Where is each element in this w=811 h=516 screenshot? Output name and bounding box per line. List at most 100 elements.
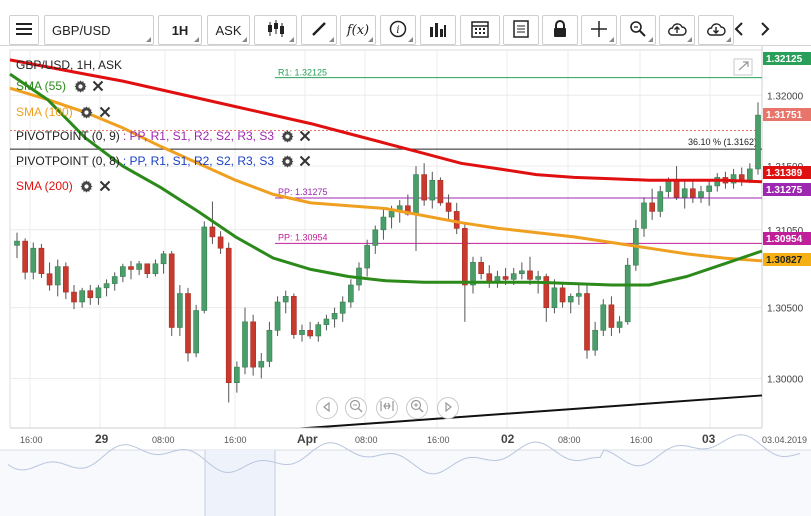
candle-up — [665, 179, 672, 192]
symbol-selector[interactable]: GBP/USD — [44, 15, 154, 45]
gear-icon[interactable] — [80, 105, 94, 119]
candle-down — [87, 290, 94, 299]
lock-button[interactable] — [542, 15, 578, 45]
candle-down — [144, 263, 151, 274]
close-icon[interactable] — [91, 79, 105, 93]
symbol-label: GBP/USD — [52, 22, 111, 38]
gear-icon[interactable] — [73, 79, 87, 93]
candle-up — [14, 240, 20, 246]
gear-icon[interactable] — [80, 179, 94, 193]
crosshair-button[interactable] — [581, 15, 617, 45]
gear-icon[interactable] — [280, 129, 294, 143]
indicators-button[interactable]: f(x) — [340, 15, 376, 45]
indicator-sma-100[interactable]: SMA (100) — [16, 105, 112, 119]
candle-down — [217, 236, 224, 249]
candle-up — [364, 245, 370, 269]
candle-up — [624, 264, 631, 323]
candle-down — [168, 253, 175, 328]
candle-down — [38, 247, 45, 274]
save-cloud-button[interactable] — [659, 15, 695, 45]
indicator-name: SMA (100) — [16, 105, 73, 119]
price-tick-label: 1.31050 — [767, 226, 804, 237]
indicator-params: : PP, R1, S1, R2, S2, R3, S3 — [122, 129, 275, 143]
timeframe-selector[interactable]: 1H — [158, 15, 202, 45]
close-icon[interactable] — [98, 179, 112, 193]
menu-button[interactable] — [9, 15, 39, 45]
navigator-panel — [0, 450, 811, 516]
indicator-sma-200[interactable]: SMA (200) — [16, 179, 112, 193]
candle-down — [453, 211, 460, 229]
gear-icon[interactable] — [280, 154, 294, 168]
price-side-selector[interactable]: ASK — [207, 15, 250, 45]
scroll-forward-button[interactable] — [437, 397, 459, 419]
scroll-back-button[interactable] — [316, 397, 338, 419]
candle-up — [641, 202, 647, 229]
candle-down — [209, 226, 216, 238]
report-button[interactable] — [503, 15, 539, 45]
candle-down — [307, 330, 313, 337]
zoom-button[interactable] — [620, 15, 656, 45]
candle-up — [282, 296, 289, 303]
candle-down — [291, 296, 297, 335]
zoom-out-icon — [349, 399, 363, 418]
scroll-left-button[interactable] — [727, 15, 751, 45]
candle-down — [527, 270, 533, 280]
close-icon[interactable] — [98, 105, 112, 119]
price-tag-label: 1.32125 — [766, 54, 803, 65]
price-tag — [763, 52, 811, 65]
candle-up — [755, 114, 761, 170]
dropdown-corner-icon — [609, 37, 614, 42]
price-tick-label: 1.30500 — [767, 304, 804, 315]
dropdown-corner-icon — [146, 37, 151, 42]
candle-up — [576, 293, 582, 297]
chevron-left-icon — [734, 21, 744, 40]
dropdown-corner-icon — [329, 37, 334, 42]
close-icon[interactable] — [298, 129, 312, 143]
navigator-window — [205, 450, 275, 516]
candle-down — [421, 174, 427, 201]
time-tick-label: 03.04.2019 — [762, 435, 807, 445]
timeframe-label: 1H — [171, 22, 189, 38]
time-tick-label: 08:00 — [558, 435, 581, 445]
candle-up — [706, 185, 712, 192]
menu-icon — [16, 22, 32, 39]
candle-up — [372, 229, 379, 246]
candle-up — [299, 330, 305, 335]
reset-zoom-button[interactable] — [376, 397, 398, 419]
price-tag — [763, 253, 811, 266]
candle-down — [185, 293, 191, 354]
r1-label: R1: 1.32125 — [278, 68, 327, 78]
scroll-right-button[interactable] — [753, 15, 777, 45]
candle-down — [250, 321, 256, 368]
candle-down — [445, 202, 452, 212]
navigator-series — [7, 434, 801, 475]
close-icon[interactable] — [298, 154, 312, 168]
sma-55-line — [9, 72, 763, 287]
zoom-out-button[interactable] — [345, 397, 367, 419]
price-tag-label: 1.30954 — [766, 234, 803, 245]
dropdown-corner-icon — [687, 37, 692, 42]
calendar-button[interactable] — [460, 15, 500, 45]
load-cloud-button[interactable] — [698, 15, 734, 45]
zoom-in-button[interactable] — [406, 397, 428, 419]
indicator-sma-55[interactable]: SMA (55) — [16, 79, 105, 93]
candle-up — [600, 304, 607, 331]
candle-up — [470, 262, 476, 286]
candle-up — [234, 366, 240, 383]
chart-type-button[interactable] — [254, 15, 297, 45]
plot-frame — [9, 49, 763, 429]
candle-up — [429, 179, 436, 201]
indicator-pivot-8[interactable]: PIVOTPOINT (0, 8) : PP, R1, S1, R2, S2, … — [16, 154, 312, 168]
candle-up — [657, 191, 664, 212]
calendar-icon — [471, 20, 489, 41]
dropdown-corner-icon — [368, 37, 373, 42]
draw-tool-button[interactable] — [301, 15, 337, 45]
volume-button[interactable] — [420, 15, 456, 45]
time-tick-label: 08:00 — [152, 435, 175, 445]
indicator-name: SMA (200) — [16, 179, 73, 193]
info-button[interactable]: i — [380, 15, 416, 45]
chevron-right-icon — [760, 21, 770, 40]
indicator-pivot-9[interactable]: PIVOTPOINT (0, 9) : PP, R1, S1, R2, S2, … — [16, 129, 312, 143]
